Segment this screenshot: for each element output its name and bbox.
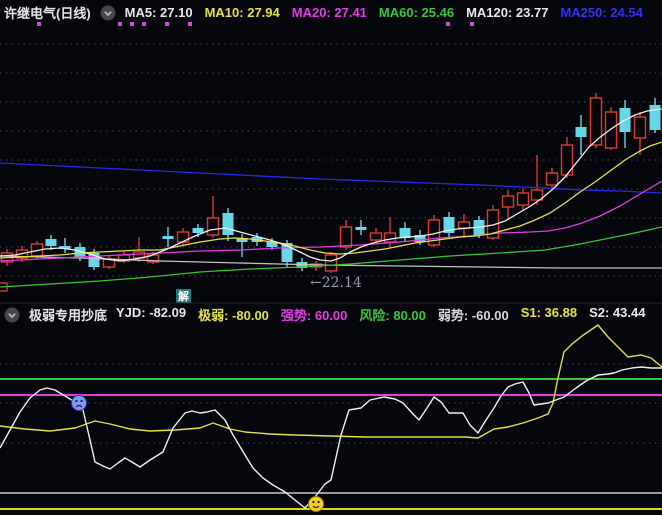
- value-S2: S2: 43.44: [589, 305, 646, 320]
- indicator-header: 极弱专用抄底 YJD: -82.09 极弱: -80.00 强势: 60.00 风险:…: [0, 305, 662, 324]
- value-MA60: MA60: 25.46: [378, 5, 455, 20]
- value-MA5: MA5: 27.10: [124, 5, 193, 20]
- value-MA10: MA10: 27.94: [204, 5, 280, 20]
- collapse-main-panel-icon[interactable]: [100, 5, 116, 21]
- main-chart-header: 许继电气(日线) MA5: 27.10 MA10: 27.94 MA20: 27.4…: [0, 3, 662, 22]
- value-MA120: MA120: 23.77: [466, 5, 549, 20]
- smile-face-marker: [308, 496, 324, 512]
- sad-face-marker: [71, 395, 87, 411]
- value-弱势: 弱势: -60.00: [437, 308, 509, 323]
- stock-title: 许继电气(日线): [4, 6, 91, 21]
- indicator-values: YJD: -82.09 极弱: -80.00 强势: 60.00 风险: 80.00 弱…: [116, 305, 645, 324]
- svg-text:←22.14: ←22.14: [310, 275, 362, 291]
- value-极弱: 极弱: -80.00: [198, 308, 269, 323]
- value-YJD: YJD: -82.09: [116, 305, 187, 320]
- value-风险: 风险: 80.00: [359, 308, 426, 323]
- value-MA20: MA20: 27.41: [291, 5, 367, 20]
- value-MA250: MA250: 24.54: [560, 5, 643, 20]
- collapse-indicator-panel-icon[interactable]: [4, 307, 20, 323]
- indicator-name: 极弱专用抄底: [29, 308, 108, 323]
- value-S1: S1: 36.88: [520, 305, 578, 320]
- value-强势: 强势: 60.00: [280, 308, 348, 323]
- svg-text:解: 解: [178, 289, 189, 303]
- ma-values: MA5: 27.10 MA10: 27.94 MA20: 27.41 MA60: 25…: [125, 5, 643, 20]
